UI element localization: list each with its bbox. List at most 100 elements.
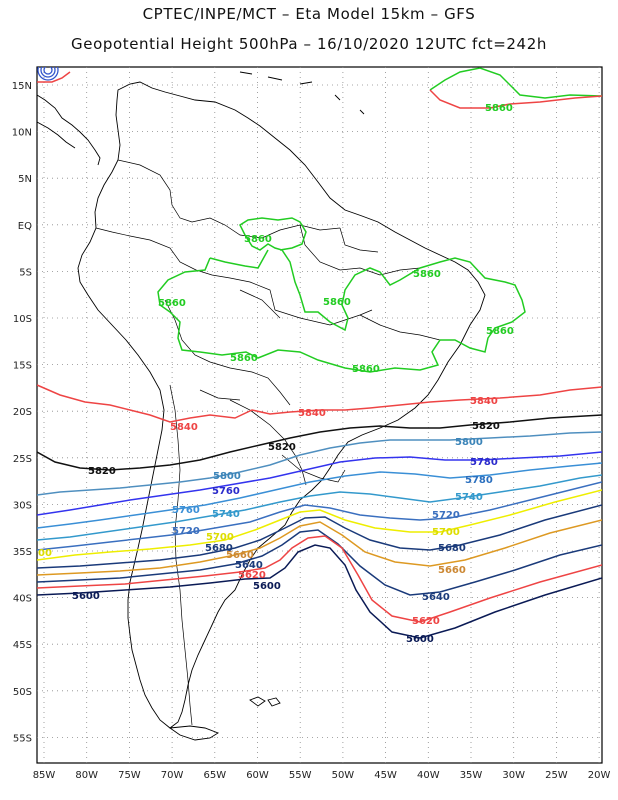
lat-tick-label: 15S — [13, 361, 32, 372]
contour-5640 — [37, 529, 602, 596]
contour-label-5680: 5680 — [205, 543, 233, 554]
contour-label-5780: 5780 — [470, 457, 498, 468]
contour-5760 — [37, 462, 602, 529]
low-pressure-center — [37, 67, 59, 81]
contour-5600 — [37, 544, 602, 639]
contour-label-5860: 5860 — [158, 298, 186, 309]
contour-5860-north — [429, 67, 602, 99]
map-title-line1: CPTEC/INPE/MCT – Eta Model 15km – GFS — [142, 5, 476, 23]
contour-labels: 5860 5860 5860 5860 5860 5860 5860 5860 … — [38, 103, 514, 645]
country-borders — [95, 159, 441, 726]
contour-5860-peru — [209, 249, 269, 269]
contour-label-5740: 5740 — [212, 509, 240, 520]
lon-tick-label: 70W — [161, 770, 184, 781]
contour-5820 — [37, 414, 602, 471]
lon-tick-label: 40W — [417, 770, 440, 781]
lon-tick-label: 50W — [332, 770, 355, 781]
lon-tick-label: 80W — [75, 770, 98, 781]
lon-tick-label: 60W — [246, 770, 269, 781]
lat-tick-label: 25S — [13, 454, 32, 465]
contour-5800 — [37, 431, 602, 496]
contour-label-5840: 5840 — [470, 396, 498, 407]
lon-tick-label: 30W — [502, 770, 525, 781]
contour-5720 — [37, 481, 602, 551]
lat-tick-label: 5S — [19, 267, 32, 278]
contour-5620 — [37, 535, 602, 623]
contours — [37, 67, 602, 639]
lat-tick-label: 10S — [13, 314, 32, 325]
border-argentina-north — [199, 389, 241, 401]
lat-tick-label: 10N — [12, 128, 32, 139]
contour-label-5640: 5640 — [422, 592, 450, 603]
border-peru-north — [95, 227, 276, 311]
contour-label-5820: 5820 — [268, 442, 296, 453]
border-brazil-inner-c — [299, 224, 421, 276]
panama-coast — [37, 121, 76, 149]
lat-tick-label: 20S — [13, 407, 32, 418]
contour-5840 — [37, 384, 602, 423]
contour-5780 — [37, 451, 602, 516]
contour-label-5860: 5860 — [230, 353, 258, 364]
contour-label-5600: 5600 — [406, 634, 434, 645]
lon-tick-label: 20W — [588, 770, 611, 781]
contour-label-5620: 5620 — [238, 570, 266, 581]
contour-label-5660: 5660 — [226, 550, 254, 561]
contour-label-5620: 5620 — [412, 616, 440, 627]
contour-label-5860: 5860 — [323, 297, 351, 308]
contour-label-5700-partial: 00 — [38, 548, 52, 559]
lat-tick-label: 40S — [13, 594, 32, 605]
lon-tick-label: 55W — [289, 770, 312, 781]
contour-label-5860: 5860 — [485, 103, 513, 114]
lat-tick-label: 55S — [13, 733, 32, 744]
contour-label-5800: 5800 — [213, 471, 241, 482]
border-colombia-venezuela-brazil — [117, 159, 341, 239]
border-chile-argentina — [169, 384, 193, 726]
tierra-del-fuego — [168, 725, 220, 741]
lat-tick-label: EQ — [18, 221, 32, 232]
contour-5680 — [37, 504, 602, 569]
contour-5740 — [37, 474, 602, 541]
border-brazil-inner-e — [339, 227, 379, 253]
central-america-coast — [37, 94, 101, 166]
lat-tick-label: 45S — [13, 640, 32, 651]
contour-label-5800: 5800 — [455, 437, 483, 448]
longitude-labels: 85W 80W 75W 70W 65W 60W 55W 50W 45W 40W 35W 30W 25W 2… — [33, 770, 611, 781]
contour-label-5740: 5740 — [455, 492, 483, 503]
contour-label-5860: 5860 — [244, 234, 272, 245]
lon-tick-label: 45W — [374, 770, 397, 781]
lon-tick-label: 65W — [203, 770, 226, 781]
contour-label-5780: 5780 — [465, 475, 493, 486]
border-brazil-inner-b — [239, 289, 281, 319]
contour-label-5600: 5600 — [253, 581, 281, 592]
falklands — [249, 696, 281, 707]
contour-label-5860: 5860 — [486, 326, 514, 337]
latitude-labels: 15N 10N 5N EQ 5S 10S 15S 20S 25S 30S 35S 40S 45S 50S 5… — [12, 81, 32, 744]
lat-lon-grid — [37, 67, 602, 763]
lat-tick-label: 5N — [18, 174, 32, 185]
lat-tick-label: 35S — [13, 547, 32, 558]
lat-tick-label: 50S — [13, 687, 32, 698]
contour-label-5720: 5720 — [432, 510, 460, 521]
contour-label-5860: 5860 — [413, 269, 441, 280]
contour-label-5680: 5680 — [438, 543, 466, 554]
contour-label-5660: 5660 — [438, 565, 466, 576]
lon-tick-label: 75W — [118, 770, 141, 781]
contour-label-5700: 5700 — [206, 532, 234, 543]
border-brazil-inner-a — [274, 309, 373, 326]
contour-label-5640: 5640 — [235, 560, 263, 571]
contour-label-5820: 5820 — [472, 421, 500, 432]
contour-label-5760: 5760 — [172, 505, 200, 516]
lon-tick-label: 85W — [33, 770, 56, 781]
lat-tick-label: 30S — [13, 500, 32, 511]
caribbean-islands — [239, 71, 365, 115]
south-america-outline — [77, 81, 486, 729]
border-uruguay — [281, 454, 346, 483]
contour-label-5820: 5820 — [88, 466, 116, 477]
map-title-line2: Geopotential Height 500hPa – 16/10/2020 … — [71, 35, 547, 53]
contour-label-5840: 5840 — [298, 408, 326, 419]
lon-tick-label: 35W — [460, 770, 483, 781]
contour-label-5760: 5760 — [212, 486, 240, 497]
border-brazil-inner-d — [359, 314, 441, 341]
contour-label-5700: 5700 — [432, 527, 460, 538]
